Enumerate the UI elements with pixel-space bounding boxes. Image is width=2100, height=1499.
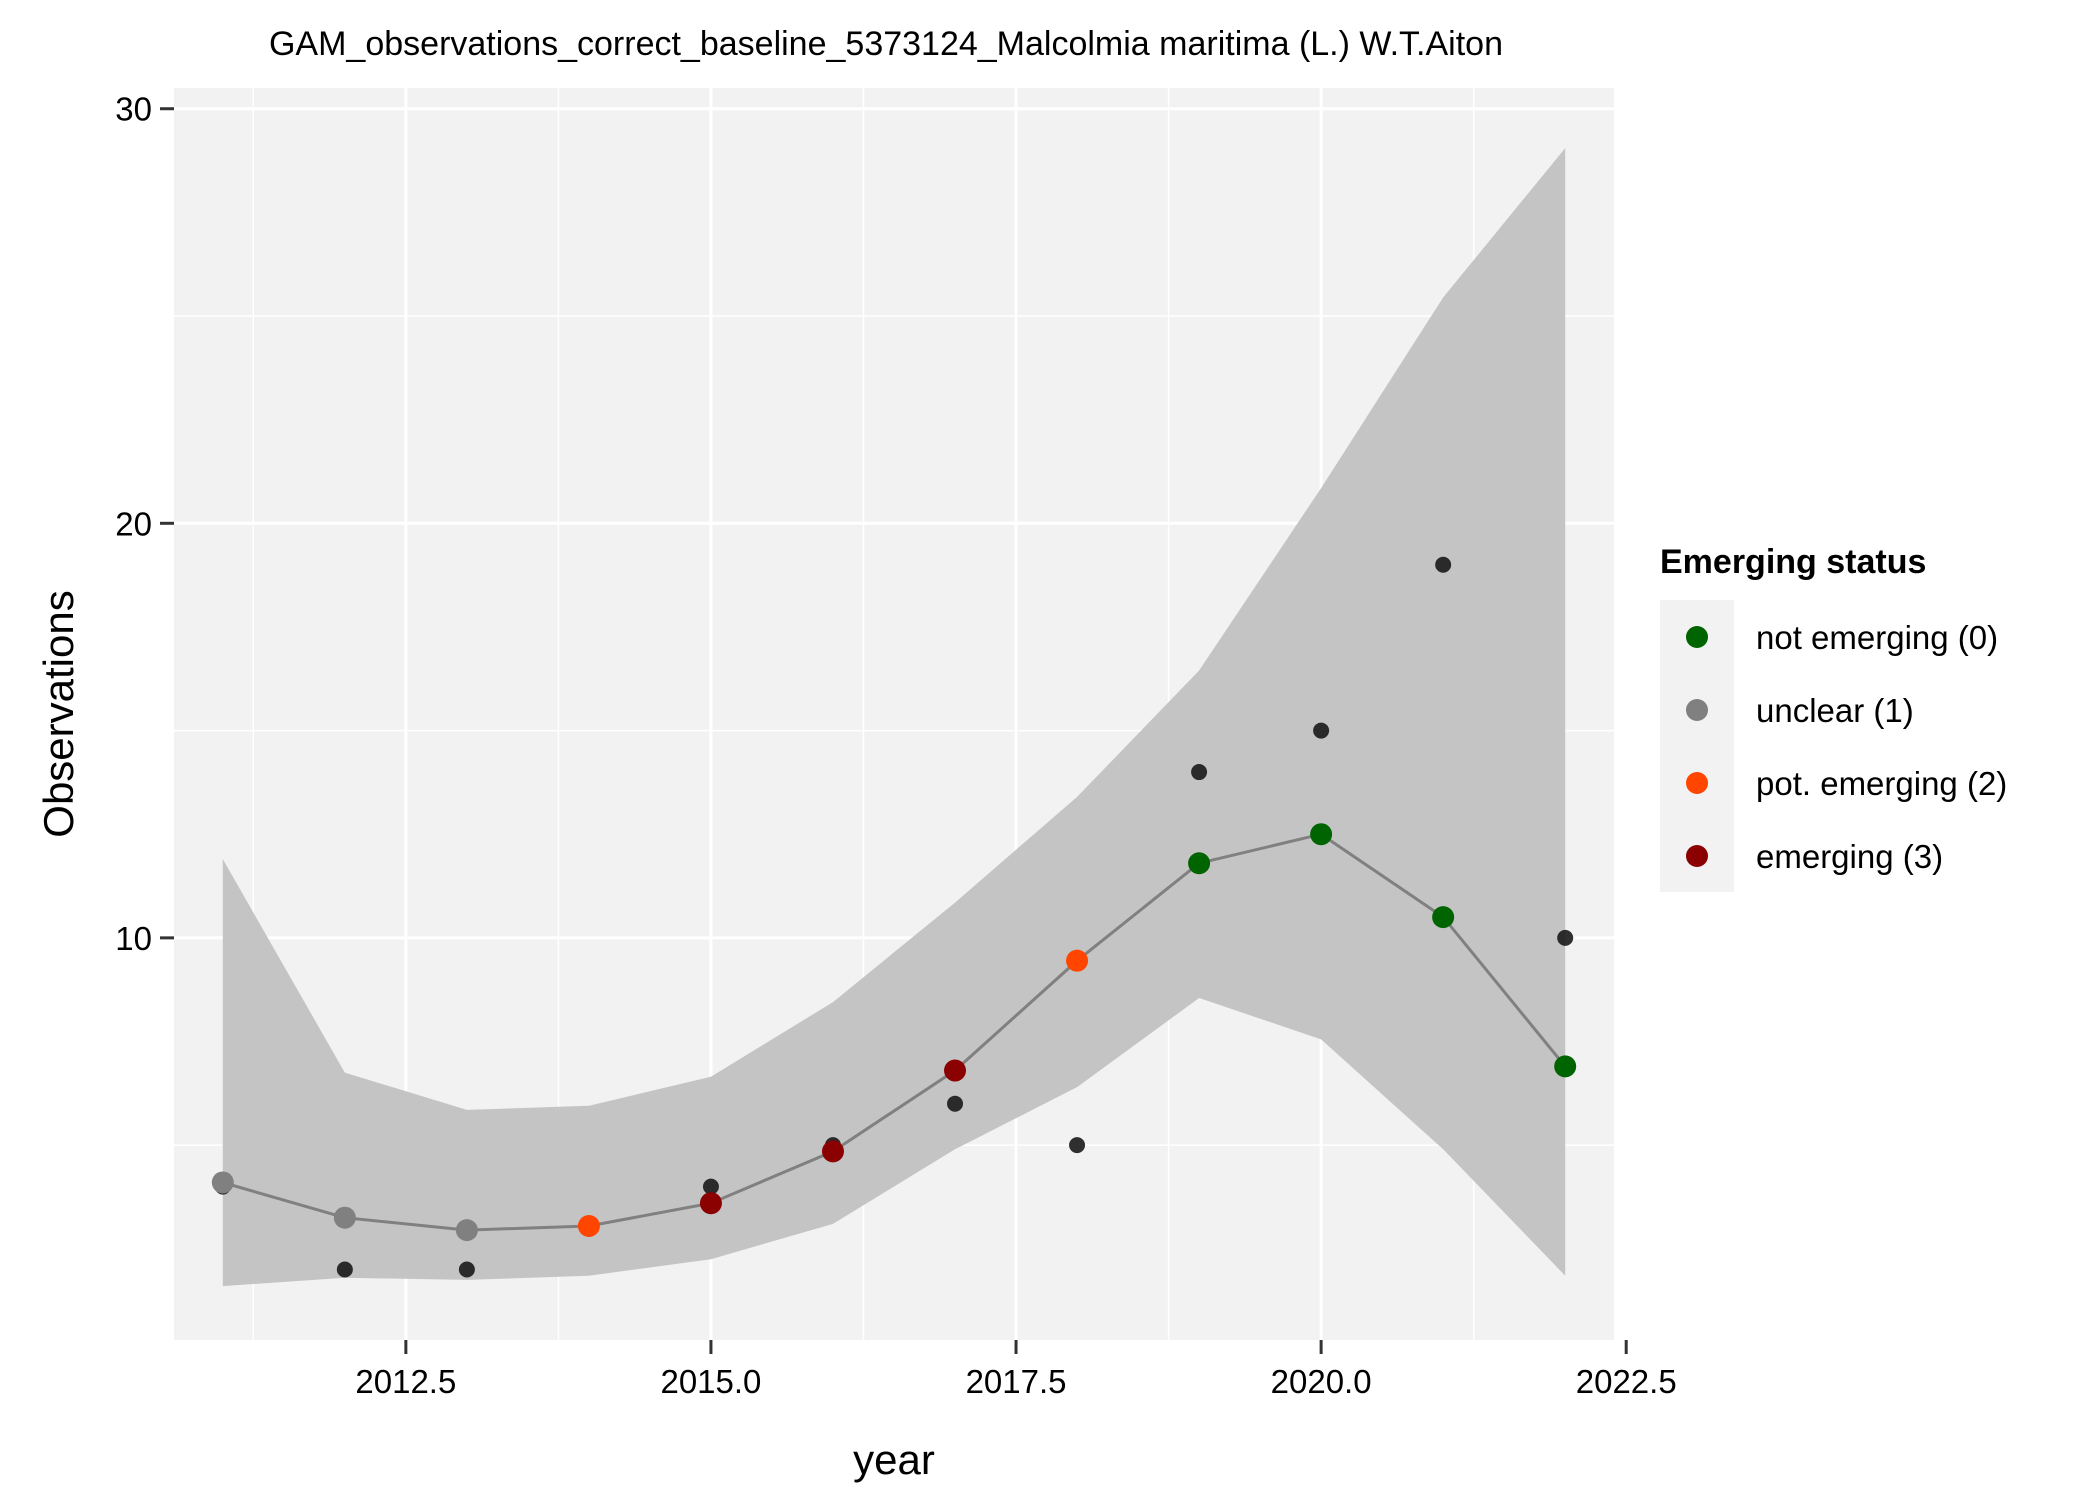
y-axis: 10 20 30 [115, 91, 174, 957]
confidence-band [222, 148, 1566, 1287]
fitted-point [1432, 906, 1455, 929]
fitted-line [222, 832, 1567, 1232]
legend-swatch [1686, 626, 1708, 648]
fitted-point [1310, 823, 1333, 846]
fitted-point [211, 1171, 234, 1194]
fitted-point [1554, 1055, 1577, 1078]
legend-label: not emerging (0) [1756, 619, 1998, 656]
legend-swatch [1686, 772, 1708, 794]
legend-label: emerging (3) [1756, 838, 1943, 875]
y-tick-label: 30 [115, 91, 152, 128]
fitted-points [211, 823, 1577, 1242]
legend-label: pot. emerging (2) [1756, 765, 2007, 802]
x-tick-label: 2020.0 [1271, 1363, 1372, 1400]
x-axis: 2012.5 2015.0 2017.5 2020.0 2022.5 [355, 1340, 1677, 1400]
observed-point [1191, 764, 1208, 781]
y-axis-title: Observations [35, 590, 82, 837]
legend-swatch [1686, 845, 1708, 867]
y-tick-label: 20 [115, 505, 152, 542]
legend-entries: not emerging (0) unclear (1) pot. emerging… [1686, 619, 2007, 875]
observed-point [1069, 1137, 1086, 1154]
legend-title: Emerging status [1660, 543, 1926, 581]
fitted-point [333, 1206, 356, 1229]
fitted-point [455, 1219, 478, 1242]
fitted-point [1188, 852, 1211, 875]
x-tick-label: 2012.5 [355, 1363, 456, 1400]
y-tick-label: 10 [115, 920, 152, 957]
x-tick-label: 2022.5 [1576, 1363, 1677, 1400]
x-tick-label: 2017.5 [966, 1363, 1067, 1400]
observed-point [1313, 722, 1330, 739]
legend: Emerging status not emerging (0) unclear … [1660, 543, 2007, 892]
fitted-point [821, 1140, 844, 1163]
legend-swatch [1686, 699, 1708, 721]
fitted-point [577, 1214, 600, 1237]
observed-point [458, 1261, 475, 1278]
legend-label: unclear (1) [1756, 692, 1914, 729]
x-axis-title: year [853, 1436, 935, 1483]
fitted-point [699, 1192, 722, 1215]
observed-point [1557, 929, 1574, 946]
observed-point [947, 1095, 964, 1112]
x-tick-label: 2015.0 [660, 1363, 761, 1400]
observed-point [702, 1178, 719, 1195]
fitted-point [944, 1059, 967, 1082]
observed-point [336, 1261, 353, 1278]
chart-title: GAM_observations_correct_baseline_537312… [269, 25, 1503, 63]
fitted-point [1066, 949, 1089, 972]
legend-key-background [1660, 600, 1734, 892]
observed-point [1435, 556, 1452, 573]
